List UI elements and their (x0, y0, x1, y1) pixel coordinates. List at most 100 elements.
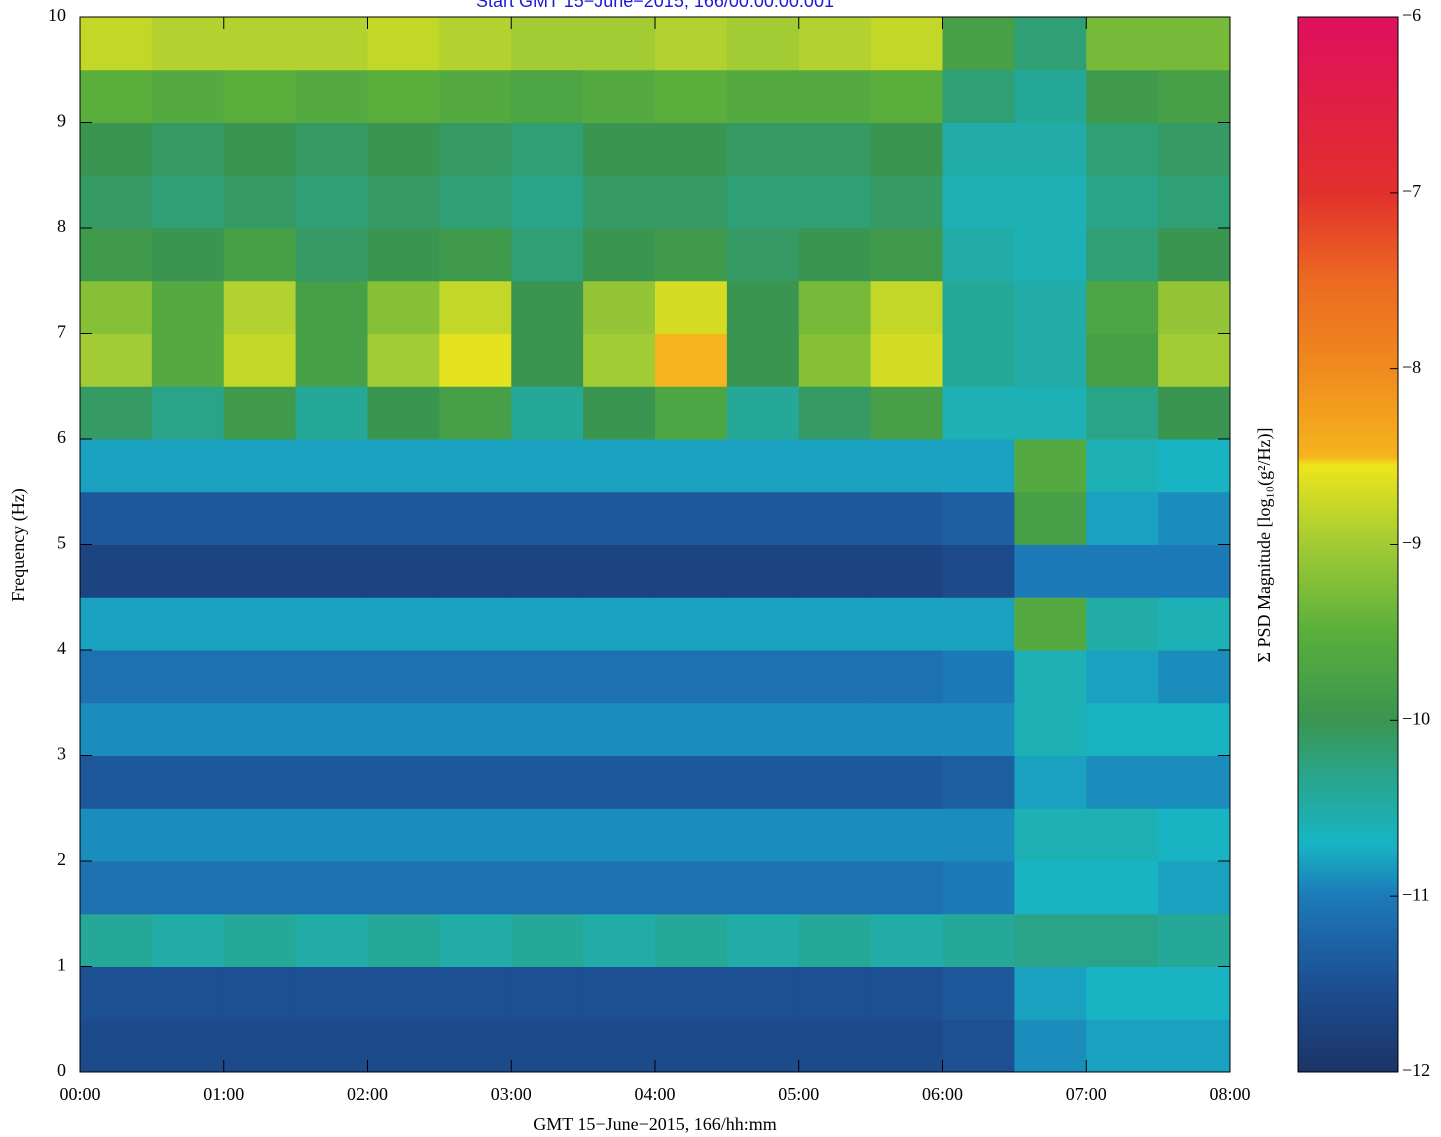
heatmap-cell (1014, 386, 1087, 440)
heatmap-cell (1158, 439, 1230, 493)
heatmap-cell (367, 386, 440, 440)
heatmap-cell (726, 861, 800, 915)
heatmap-cell (151, 69, 225, 123)
heatmap-cell (583, 1019, 656, 1072)
heatmap-cell (511, 544, 584, 598)
heatmap-cell (1158, 280, 1230, 334)
heatmap-cell (726, 650, 800, 704)
heatmap-cell (439, 491, 512, 545)
heatmap-cell (439, 755, 512, 809)
heatmap-cell (798, 17, 872, 71)
heatmap-cell (367, 650, 440, 704)
x-tick-label: 08:00 (1209, 1084, 1250, 1104)
heatmap-cell (726, 597, 800, 651)
heatmap-cell (798, 966, 872, 1020)
heatmap-cell (655, 333, 728, 387)
y-tick-label: 8 (57, 216, 66, 236)
heatmap-cell (1086, 386, 1159, 440)
heatmap-cell (223, 386, 297, 440)
heatmap-cell (942, 755, 1015, 809)
heatmap-cell (798, 861, 872, 915)
heatmap-cell (1014, 333, 1087, 387)
heatmap-cell (1086, 597, 1159, 651)
heatmap-cell (1158, 597, 1230, 651)
heatmap-cell (1014, 439, 1087, 493)
heatmap-cell (367, 333, 440, 387)
heatmap-cell (223, 333, 297, 387)
heatmap-cell (439, 808, 512, 862)
heatmap-cell (80, 702, 153, 756)
heatmap-cell (1158, 228, 1230, 282)
heatmap-cell (151, 439, 225, 493)
heatmap-cell (1158, 808, 1230, 862)
heatmap-cell (1014, 175, 1087, 229)
heatmap-cell (726, 280, 800, 334)
heatmap-cell (655, 69, 728, 123)
heatmap-cell (439, 650, 512, 704)
heatmap-cell (223, 491, 297, 545)
heatmap-cell (1086, 544, 1159, 598)
heatmap-cell (151, 702, 225, 756)
heatmap-cell (726, 122, 800, 176)
y-tick-label: 10 (48, 5, 66, 25)
heatmap-cell (870, 386, 943, 440)
colorbar-label: Σ PSD Magnitude [log₁₀(g²/Hz)] (1254, 428, 1275, 663)
heatmap-cell (583, 333, 656, 387)
heatmap-cell (367, 175, 440, 229)
heatmap (80, 17, 1230, 1072)
heatmap-cell (726, 17, 800, 71)
heatmap-cell (367, 228, 440, 282)
heatmap-cell (295, 755, 368, 809)
heatmap-cell (1158, 122, 1230, 176)
heatmap-cell (151, 808, 225, 862)
heatmap-cell (870, 650, 943, 704)
heatmap-cell (151, 228, 225, 282)
heatmap-cell (583, 228, 656, 282)
heatmap-cell (511, 175, 584, 229)
heatmap-cell (80, 122, 153, 176)
heatmap-cell (367, 966, 440, 1020)
heatmap-cell (726, 69, 800, 123)
heatmap-cell (223, 69, 297, 123)
heatmap-cell (798, 491, 872, 545)
colorbar-tick-label: −8 (1402, 357, 1421, 377)
heatmap-cell (1158, 69, 1230, 123)
x-tick-label: 01:00 (203, 1084, 244, 1104)
heatmap-cell (1086, 439, 1159, 493)
heatmap-cell (367, 491, 440, 545)
heatmap-cell (223, 755, 297, 809)
heatmap-cell (511, 386, 584, 440)
heatmap-cell (511, 491, 584, 545)
heatmap-cell (726, 386, 800, 440)
heatmap-cell (798, 702, 872, 756)
x-tick-label: 07:00 (1066, 1084, 1107, 1104)
heatmap-cell (1014, 69, 1087, 123)
heatmap-cell (655, 650, 728, 704)
heatmap-cell (511, 861, 584, 915)
heatmap-cell (942, 913, 1015, 967)
heatmap-cell (439, 386, 512, 440)
heatmap-cell (1014, 913, 1087, 967)
heatmap-cell (870, 175, 943, 229)
heatmap-cell (80, 175, 153, 229)
heatmap-cell (295, 544, 368, 598)
heatmap-cell (798, 439, 872, 493)
heatmap-cell (439, 122, 512, 176)
heatmap-cell (511, 122, 584, 176)
heatmap-cell (1086, 333, 1159, 387)
x-tick-label: 02:00 (347, 1084, 388, 1104)
heatmap-cell (367, 544, 440, 598)
heatmap-cell (511, 1019, 584, 1072)
heatmap-cell (1086, 650, 1159, 704)
heatmap-cell (798, 386, 872, 440)
heatmap-cell (1086, 808, 1159, 862)
heatmap-cell (1086, 913, 1159, 967)
heatmap-cell (655, 702, 728, 756)
y-tick-label: 5 (57, 533, 66, 553)
heatmap-cell (798, 333, 872, 387)
heatmap-cell (798, 1019, 872, 1072)
heatmap-cell (726, 439, 800, 493)
colorbar-tick-label: −7 (1402, 181, 1421, 201)
heatmap-cell (583, 439, 656, 493)
